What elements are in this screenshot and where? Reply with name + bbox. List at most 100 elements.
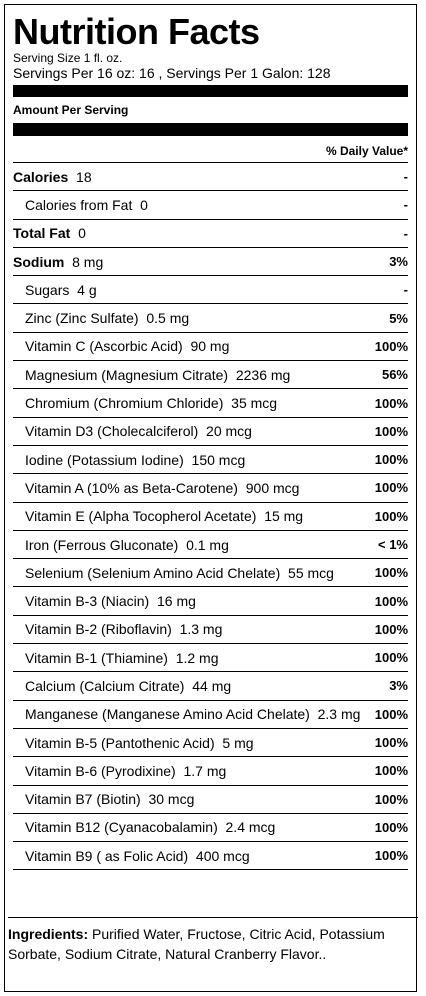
nutrient-name: Vitamin B-6 (Pyrodixine) [25,762,176,779]
nutrient-name: Manganese (Manganese Amino Acid Chelate) [25,706,310,723]
nutrient-name: Vitamin D3 (Cholecalciferol) [25,423,199,440]
nutrient-amount: 30 mcg [148,791,195,808]
nutrient-name-amount: Vitamin D3 (Cholecalciferol) 20 mcg [13,423,252,439]
nutrient-amount: 55 mcg [288,564,334,581]
nutrient-name-amount: Vitamin E (Alpha Tocopherol Acetate) 15 … [13,508,303,524]
nutrient-amount: 0 [140,196,148,213]
daily-value-percent: 3% [389,254,408,270]
nutrient-name-amount: Vitamin C (Ascorbic Acid) 90 mg [13,338,229,354]
nutrient-name-amount: Vitamin B-3 (Niacin) 16 mg [13,593,196,609]
daily-value-percent: 100% [374,791,408,807]
nutrient-amount: 8 mg [72,253,104,270]
nutrient-rows: Calories 18- Calories from Fat 0 - Total Fa… [13,163,408,871]
nutrient-name-amount: Total Fat 0 [13,225,86,241]
nutrient-name-amount: Vitamin B7 (Biotin) 30 mcg [13,791,194,807]
thick-divider [13,123,408,136]
daily-value-percent: 100% [374,819,408,835]
nutrient-name: Vitamin B-5 (Pantothenic Acid) [25,734,215,751]
servings-per-container: Servings Per 16 oz: 16 , Servings Per 1 … [13,65,331,81]
nutrient-row: Manganese (Manganese Amino Acid Chelate)… [13,701,408,729]
label-title: Nutrition Facts [13,11,260,52]
ingredients-label: Ingredients: [8,926,89,942]
nutrient-name: Zinc (Zinc Sulfate) [25,310,139,327]
nutrient-row: Total Fat 0 - [13,220,408,248]
nutrient-amount: 44 mg [192,677,232,694]
nutrient-row: Chromium (Chromium Chloride) 35 mcg 100% [13,389,408,418]
nutrition-label: Nutrition Facts Serving Size 1 fl. oz. S… [4,4,417,992]
nutrient-name: Vitamin B12 (Cyanacobalamin) [25,819,218,836]
nutrient-amount: 20 mcg [206,423,252,440]
nutrient-name-amount: Zinc (Zinc Sulfate) 0.5 mg [13,310,189,326]
nutrient-amount: 0.1 mg [186,536,229,553]
nutrient-name: Sugars [25,281,70,298]
thick-divider [13,85,408,97]
nutrient-name-amount: Vitamin A (10% as Beta-Carotene) 900 mcg [13,480,299,496]
daily-value-header: % Daily Value* [13,136,408,163]
nutrient-row: Zinc (Zinc Sulfate) 0.5 mg 5% [13,304,408,333]
daily-value-percent: 5% [389,310,408,326]
nutrient-name-amount: Sugars 4 g [13,282,97,298]
nutrient-amount: 16 mg [157,593,196,610]
nutrient-amount: 900 mcg [245,479,300,496]
daily-value-percent: 100% [374,395,408,411]
nutrient-name-amount: Vitamin B12 (Cyanacobalamin) 2.4 mcg [13,819,275,835]
nutrient-name-amount: Magnesium (Magnesium Citrate) 2236 mg [13,367,290,383]
nutrient-row: Vitamin B7 (Biotin) 30 mcg 100% [13,786,408,814]
nutrient-row: Calories from Fat 0 - [13,191,408,220]
nutrient-name: Vitamin B-1 (Thiamine) [25,649,168,666]
nutrient-name-amount: Selenium (Selenium Amino Acid Chelate) 5… [13,565,334,581]
daily-value-percent: 100% [374,338,408,354]
nutrient-name-amount: Vitamin B-6 (Pyrodixine) 1.7 mg [13,763,226,779]
nutrient-row: Calcium (Calcium Citrate) 44 mg 3% [13,672,408,701]
nutrient-name: Vitamin B-3 (Niacin) [25,593,150,610]
nutrient-row: Iodine (Potassium Iodine) 150 mcg 100% [13,446,408,475]
daily-value-percent: 100% [374,565,408,581]
nutrient-amount: 2.3 mg [317,706,361,723]
nutrient-amount: 0.5 mg [146,310,190,327]
daily-value-percent: 100% [374,423,408,439]
nutrient-name: Iron (Ferrous Gluconate) [25,536,179,553]
nutrient-row: Vitamin B9 ( as Folic Acid) 400 mcg 100% [13,842,408,871]
daily-value-percent: 3% [389,678,408,694]
nutrient-name: Iodine (Potassium Iodine) [25,451,184,468]
nutrient-name: Vitamin B7 (Biotin) [25,791,141,808]
nutrient-row: Magnesium (Magnesium Citrate) 2236 mg 56% [13,361,408,390]
nutrient-amount: 2236 mg [235,366,291,383]
nutrient-amount: 5 mg [222,734,254,751]
daily-value-percent: 100% [374,621,408,637]
nutrient-name: Calories from Fat [25,196,133,213]
nutrient-name: Vitamin E (Alpha Tocopherol Acetate) [25,508,257,525]
nutrient-row: Iron (Ferrous Gluconate) 0.1 mg < 1% [13,531,408,560]
nutrient-name-amount: Sodium 8 mg [13,254,103,270]
daily-value-percent: 100% [374,735,408,751]
nutrient-name: Calcium (Calcium Citrate) [25,677,185,694]
daily-value-percent: 100% [374,480,408,496]
nutrient-row: Sodium 8 mg 3% [13,248,408,277]
nutrient-row: Vitamin B-5 (Pantothenic Acid) 5 mg 100% [13,729,408,758]
nutrient-name-amount: Chromium (Chromium Chloride) 35 mcg [13,395,277,411]
nutrient-row: Vitamin B-1 (Thiamine) 1.2 mg 100% [13,644,408,673]
daily-value-percent: 100% [374,848,408,864]
nutrient-name-amount: Vitamin B-2 (Riboflavin) 1.3 mg [13,621,222,637]
daily-value-percent: 100% [374,706,408,722]
nutrient-name: Calories [13,168,69,185]
nutrient-row: Vitamin B12 (Cyanacobalamin) 2.4 mcg 100% [13,814,408,843]
nutrient-amount: 35 mcg [231,395,278,412]
nutrient-amount: 400 mcg [195,847,250,864]
daily-value-percent: 56% [381,367,408,383]
daily-value-percent: - [403,282,408,298]
nutrient-row: Vitamin E (Alpha Tocopherol Acetate) 15 … [13,503,408,531]
nutrient-amount: 1.2 mg [175,649,219,666]
nutrient-row: Vitamin C (Ascorbic Acid) 90 mg 100% [13,333,408,362]
nutrient-row: Vitamin D3 (Cholecalciferol) 20 mcg 100% [13,418,408,446]
nutrient-amount: 90 mg [190,338,230,355]
nutrient-name: Vitamin B9 ( as Folic Acid) [25,847,189,864]
nutrient-row: Calories 18 - [13,163,408,192]
ingredients: Ingredients: Purified Water, Fructose, C… [8,917,418,964]
nutrient-name-amount: Vitamin B-1 (Thiamine) 1.2 mg [13,650,219,666]
nutrient-row: Vitamin B-6 (Pyrodixine) 1.7 mg 100% [13,757,408,786]
nutrient-name: Vitamin A (10% as Beta-Carotene) [25,479,238,496]
daily-value-percent: 100% [374,508,408,524]
daily-value-percent: - [403,197,408,213]
nutrient-amount: 0 [78,225,86,242]
